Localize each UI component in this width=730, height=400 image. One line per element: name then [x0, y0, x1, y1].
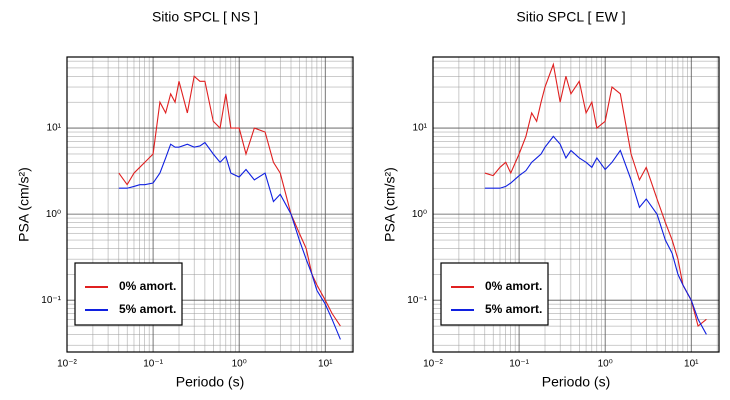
chart-title: Sitio SPCL [ NS ]	[152, 9, 258, 25]
legend-box	[74, 262, 183, 326]
y-tick-label: 10¹	[47, 123, 62, 134]
x-tick-label: 10¹	[684, 359, 699, 370]
plot-frame	[432, 56, 720, 353]
series-line	[484, 135, 707, 335]
chart-title: Sitio SPCL [ EW ]	[516, 9, 625, 25]
legend-label: 5% amort.	[119, 302, 176, 316]
plot-frame	[66, 56, 354, 353]
y-axis-label: PSA (cm/s²)	[16, 167, 32, 242]
x-tick-label: 10⁰	[232, 359, 247, 370]
x-tick-label: 10⁻²	[423, 359, 443, 370]
y-tick-label: 10⁻¹	[407, 295, 427, 306]
x-tick-label: 10⁻¹	[143, 359, 163, 370]
y-tick-label: 10⁻¹	[41, 295, 61, 306]
x-axis-label: Periodo (s)	[542, 374, 610, 390]
x-tick-label: 10⁻¹	[509, 359, 529, 370]
panel: 10⁻² 10⁻¹ 10⁰ 10¹ 10⁻¹ 10⁰ 10¹ Sitio SPCL [ NS …	[16, 9, 354, 390]
panel: 10⁻² 10⁻¹ 10⁰ 10¹ 10⁻¹ 10⁰ 10¹ Sitio SPCL [ EW …	[382, 9, 720, 390]
legend-box	[440, 262, 549, 326]
y-tick-label: 10¹	[413, 123, 428, 134]
legend-label: 0% amort.	[119, 279, 176, 293]
series-line	[484, 62, 707, 328]
y-tick-label: 10⁰	[46, 209, 61, 220]
x-axis-label: Periodo (s)	[176, 374, 244, 390]
y-axis-label: PSA (cm/s²)	[382, 167, 398, 242]
series-line	[118, 141, 341, 340]
legend-label: 5% amort.	[485, 302, 542, 316]
x-tick-label: 10¹	[318, 359, 333, 370]
series-line	[118, 75, 341, 327]
x-tick-label: 10⁻²	[57, 359, 77, 370]
y-tick-label: 10⁰	[412, 209, 427, 220]
legend-label: 0% amort.	[485, 279, 542, 293]
x-tick-label: 10⁰	[598, 359, 613, 370]
